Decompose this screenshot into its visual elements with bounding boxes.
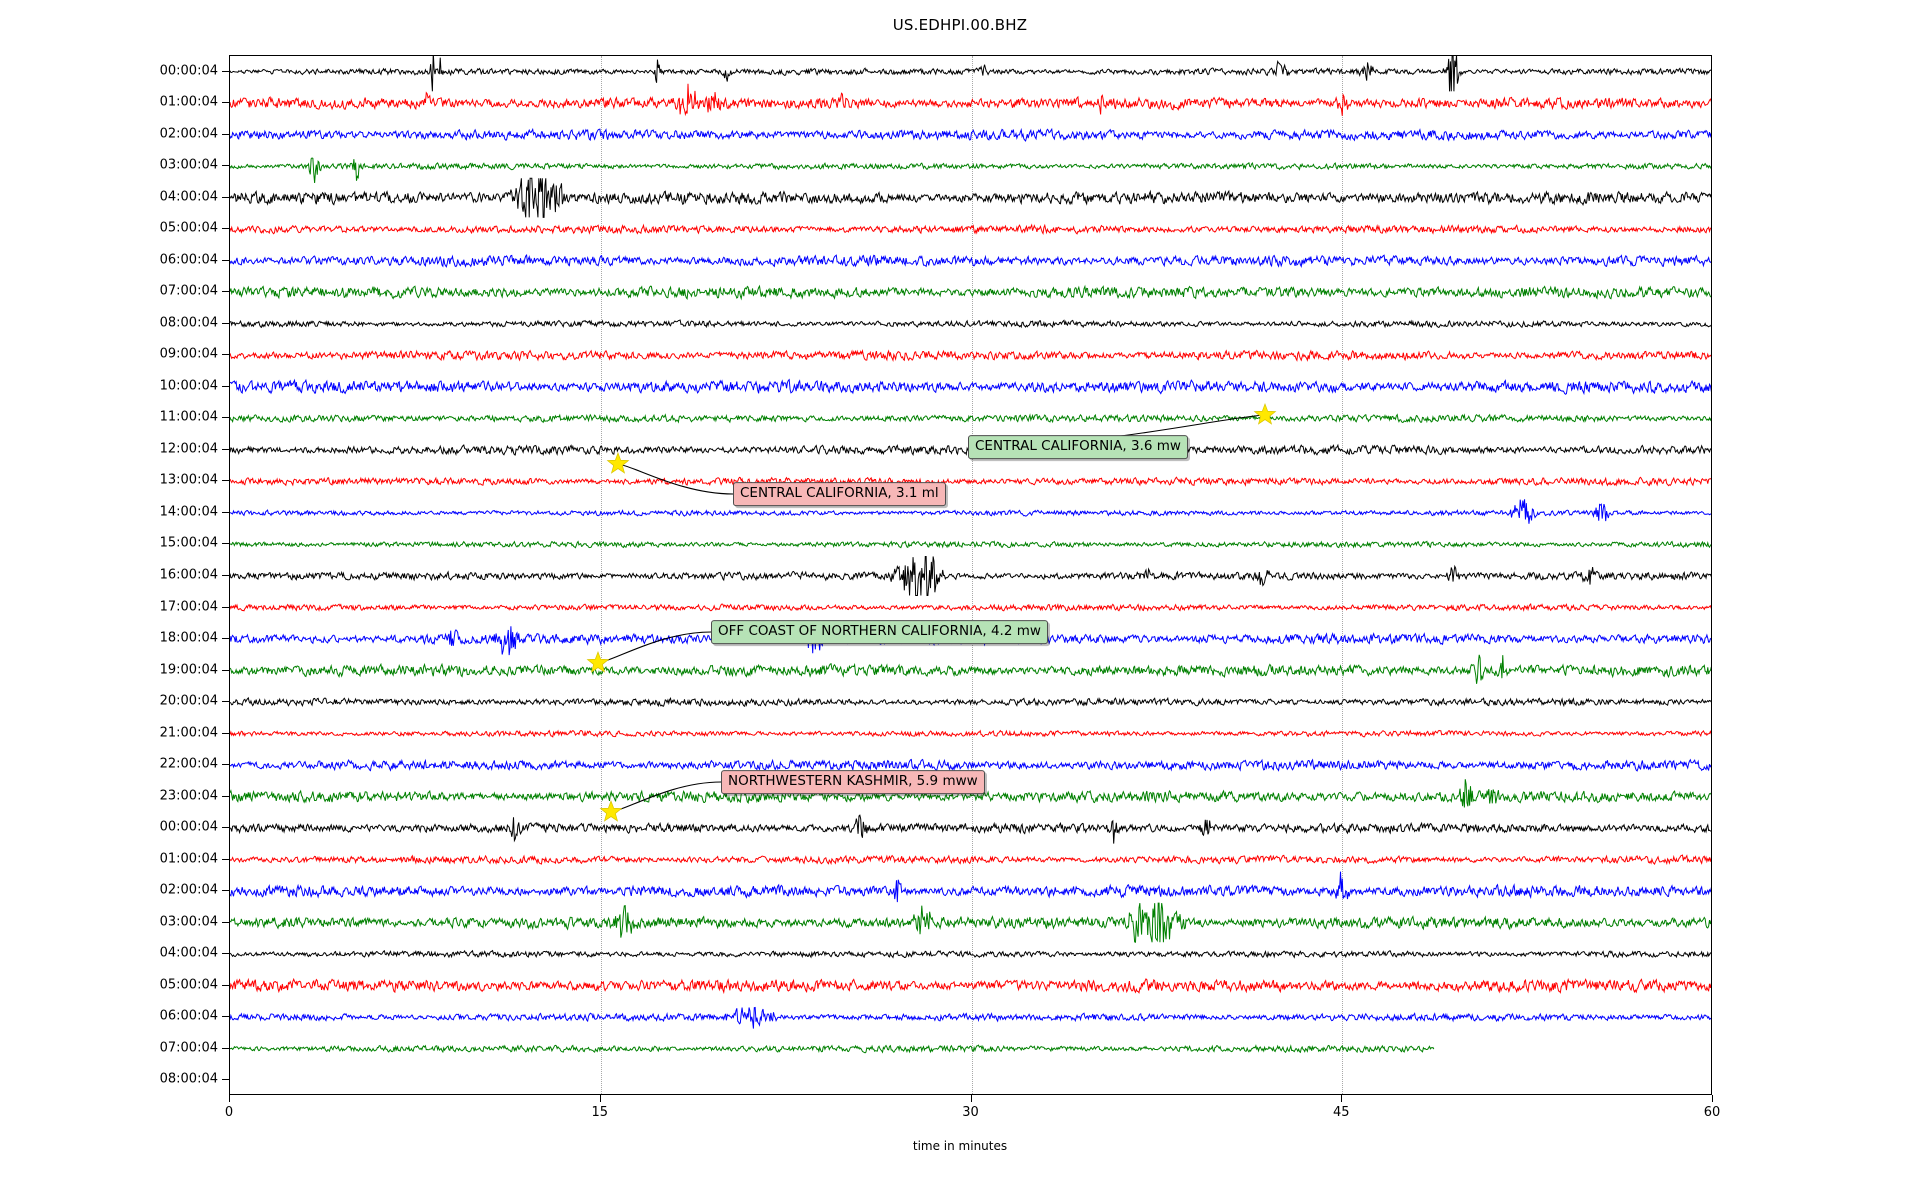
- y-tick-mark-8: [222, 322, 229, 324]
- y-tick-mark-29: [222, 984, 229, 986]
- y-tick-mark-1: [222, 102, 229, 104]
- gridline-45: [1342, 56, 1344, 1094]
- gridline-15: [600, 56, 602, 1094]
- y-tick-mark-0: [222, 70, 229, 72]
- y-tick-label-18: 18:00:04: [159, 630, 218, 646]
- y-tick-mark-20: [222, 701, 229, 703]
- x-tick-label-60: 60: [1703, 1105, 1721, 1120]
- y-tick-label-24: 00:00:04: [159, 819, 218, 835]
- y-tick-label-5: 05:00:04: [159, 220, 218, 236]
- y-tick-label-4: 04:00:04: [159, 189, 218, 205]
- y-tick-mark-31: [222, 1047, 229, 1049]
- x-tick-label-15: 15: [591, 1105, 609, 1120]
- y-tick-label-32: 08:00:04: [159, 1071, 218, 1087]
- y-tick-label-30: 06:00:04: [159, 1008, 218, 1024]
- y-tick-mark-19: [222, 669, 229, 671]
- y-tick-label-31: 07:00:04: [159, 1040, 218, 1056]
- y-tick-mark-14: [222, 511, 229, 513]
- y-tick-mark-30: [222, 1016, 229, 1018]
- y-tick-mark-11: [222, 417, 229, 419]
- plot-area: [229, 55, 1712, 1095]
- y-tick-mark-2: [222, 133, 229, 135]
- y-tick-label-7: 07:00:04: [159, 283, 218, 299]
- y-tick-mark-12: [222, 448, 229, 450]
- y-tick-label-13: 13:00:04: [159, 472, 218, 488]
- x-axis-title: time in minutes: [912, 1139, 1008, 1153]
- y-tick-label-26: 02:00:04: [159, 882, 218, 898]
- x-tick-mark-30: [970, 1095, 972, 1102]
- y-tick-mark-18: [222, 638, 229, 640]
- y-tick-label-29: 05:00:04: [159, 977, 218, 993]
- y-tick-mark-17: [222, 606, 229, 608]
- y-tick-label-2: 02:00:04: [159, 126, 218, 142]
- y-tick-mark-22: [222, 764, 229, 766]
- y-tick-label-12: 12:00:04: [159, 441, 218, 457]
- y-tick-label-15: 15:00:04: [159, 535, 218, 551]
- x-tick-mark-45: [1341, 1095, 1343, 1102]
- y-tick-label-22: 22:00:04: [159, 756, 218, 772]
- y-tick-mark-13: [222, 480, 229, 482]
- y-tick-label-11: 11:00:04: [159, 409, 218, 425]
- y-tick-mark-21: [222, 732, 229, 734]
- x-tick-label-45: 45: [1332, 1105, 1350, 1120]
- y-tick-mark-28: [222, 953, 229, 955]
- x-tick-label-0: 0: [224, 1105, 234, 1120]
- gridline-30: [971, 56, 973, 1094]
- y-tick-label-19: 19:00:04: [159, 662, 218, 678]
- page-title: US.EDHPI.00.BHZ: [892, 16, 1028, 34]
- y-tick-label-3: 03:00:04: [159, 157, 218, 173]
- y-tick-mark-23: [222, 795, 229, 797]
- y-tick-mark-4: [222, 196, 229, 198]
- y-tick-mark-10: [222, 385, 229, 387]
- y-tick-label-0: 00:00:04: [159, 63, 218, 79]
- x-tick-label-30: 30: [962, 1105, 979, 1120]
- y-tick-mark-26: [222, 890, 229, 892]
- x-tick-mark-0: [229, 1095, 230, 1102]
- y-tick-label-1: 01:00:04: [159, 94, 218, 110]
- y-tick-mark-16: [222, 575, 229, 576]
- y-tick-label-27: 03:00:04: [159, 914, 218, 930]
- event-label-2[interactable]: OFF COAST OF NORTHERN CALIFORNIA, 4.2 mw: [711, 620, 1048, 644]
- y-tick-label-23: 23:00:04: [159, 788, 218, 804]
- y-tick-mark-27: [222, 921, 229, 923]
- event-label-3[interactable]: NORTHWESTERN KASHMIR, 5.9 mww: [721, 770, 985, 794]
- y-tick-label-14: 14:00:04: [159, 504, 218, 520]
- event-label-1[interactable]: CENTRAL CALIFORNIA, 3.1 ml: [733, 482, 946, 506]
- y-tick-mark-32: [222, 1079, 229, 1081]
- y-tick-mark-3: [222, 165, 229, 167]
- y-tick-label-25: 01:00:04: [159, 851, 218, 867]
- trace-row-31: [230, 1045, 1434, 1053]
- y-tick-label-17: 17:00:04: [159, 599, 218, 614]
- y-tick-mark-24: [222, 827, 229, 829]
- x-tick-mark-60: [1712, 1095, 1713, 1102]
- y-tick-mark-15: [222, 543, 229, 545]
- event-label-0[interactable]: CENTRAL CALIFORNIA, 3.6 mw: [968, 435, 1188, 459]
- y-tick-label-16: 16:00:04: [159, 567, 218, 583]
- y-tick-label-6: 06:00:04: [159, 252, 218, 268]
- y-tick-label-20: 20:00:04: [159, 693, 218, 709]
- y-tick-mark-9: [222, 354, 229, 356]
- y-tick-label-28: 04:00:04: [159, 945, 218, 961]
- y-tick-label-9: 09:00:04: [159, 346, 218, 362]
- y-tick-label-10: 10:00:04: [159, 378, 218, 394]
- y-tick-label-8: 08:00:04: [159, 315, 218, 331]
- y-tick-label-21: 21:00:04: [159, 725, 218, 741]
- y-tick-mark-6: [222, 259, 229, 261]
- y-tick-mark-5: [222, 228, 229, 230]
- x-tick-mark-15: [599, 1095, 601, 1102]
- y-tick-mark-7: [222, 291, 229, 293]
- y-tick-mark-25: [222, 858, 229, 860]
